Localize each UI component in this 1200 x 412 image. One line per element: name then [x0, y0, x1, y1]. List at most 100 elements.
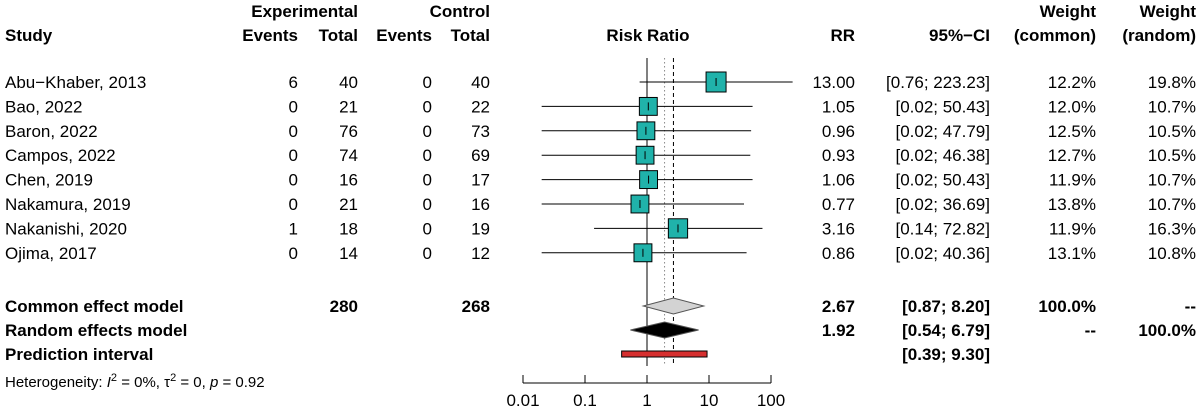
ctrl-events: 0: [423, 73, 432, 92]
common-weight-random: --: [1185, 297, 1196, 316]
het-tau-symbol: τ: [164, 374, 170, 391]
weight-common: 12.0%: [1048, 97, 1096, 116]
x-axis: 0.01 0.1 1 10 100: [506, 375, 785, 410]
common-weight-common: 100.0%: [1038, 297, 1096, 316]
exp-events: 0: [289, 97, 298, 116]
exp-total: 76: [339, 122, 358, 141]
random-weight-random: 100.0%: [1138, 321, 1196, 340]
header-control: Control: [430, 2, 490, 21]
exp-total: 74: [339, 146, 358, 165]
het-p-symbol: p: [209, 374, 218, 391]
exp-events: 0: [289, 146, 298, 165]
prediction-label: Prediction interval: [5, 345, 153, 364]
rr-value: 0.93: [822, 146, 855, 165]
heterogeneity-text: Heterogeneity: I2 = 0%, τ2 = 0, p = 0.92: [5, 372, 265, 391]
exp-total: 18: [339, 219, 358, 238]
header-exp-events: Events: [242, 26, 298, 45]
prediction-ci: [0.39; 9.30]: [902, 345, 990, 364]
ctrl-total: 17: [471, 171, 490, 190]
weight-common: 11.9%: [1049, 171, 1096, 190]
ctrl-total: 12: [471, 244, 490, 263]
weight-random: 10.8%: [1148, 244, 1196, 263]
weight-common: 13.8%: [1048, 195, 1096, 214]
ctrl-events: 0: [423, 122, 432, 141]
rr-value: 1.05: [822, 97, 855, 116]
weight-random: 10.5%: [1148, 146, 1196, 165]
rr-value: 13.00: [812, 73, 855, 92]
x-tick-label: 1: [642, 391, 651, 410]
weight-random: 19.8%: [1148, 73, 1196, 92]
header-plot-title: Risk Ratio: [606, 26, 689, 45]
random-rr: 1.92: [822, 321, 855, 340]
ctrl-events: 0: [423, 195, 432, 214]
header-experimental: Experimental: [251, 2, 358, 21]
het-i2-sup: 2: [111, 372, 117, 384]
ctrl-events: 0: [423, 171, 432, 190]
exp-total: 16: [339, 171, 358, 190]
weight-random: 16.3%: [1148, 219, 1196, 238]
het-i2-symbol: I: [107, 374, 111, 391]
exp-events: 0: [289, 171, 298, 190]
weight-random: 10.7%: [1148, 97, 1196, 116]
rr-value: 1.06: [822, 171, 855, 190]
x-tick-label: 100: [757, 391, 785, 410]
rr-value: 0.86: [822, 244, 855, 263]
header-ci: 95%−CI: [929, 26, 990, 45]
study-name: Bao, 2022: [5, 97, 83, 116]
common-rr: 2.67: [822, 297, 855, 316]
ctrl-total: 16: [471, 195, 490, 214]
rr-value: 0.96: [822, 122, 855, 141]
random-label: Random effects model: [5, 321, 187, 340]
weight-common: 12.5%: [1048, 122, 1096, 141]
header-weight-common-sub: (common): [1014, 26, 1096, 45]
header-weight-random-sub: (random): [1122, 26, 1196, 45]
header-study: Study: [5, 26, 53, 45]
ctrl-events: 0: [423, 219, 432, 238]
common-exp-total: 280: [330, 297, 358, 316]
weight-random: 10.7%: [1148, 195, 1196, 214]
ci-value: [0.02; 40.36]: [895, 244, 990, 263]
x-tick-label: 10: [700, 391, 719, 410]
ci-value: [0.02; 50.43]: [895, 171, 990, 190]
header-exp-total: Total: [319, 26, 358, 45]
het-tau-sup: 2: [170, 372, 176, 384]
weight-common: 13.1%: [1048, 244, 1096, 263]
ctrl-total: 19: [471, 219, 490, 238]
exp-events: 0: [289, 244, 298, 263]
weight-random: 10.5%: [1148, 122, 1196, 141]
exp-total: 14: [339, 244, 358, 263]
x-tick-label: 0.1: [573, 391, 597, 410]
exp-total: 40: [339, 73, 358, 92]
rr-value: 3.16: [822, 219, 855, 238]
exp-events: 0: [289, 122, 298, 141]
study-name: Ojima, 2017: [5, 244, 97, 263]
weight-common: 12.2%: [1048, 73, 1096, 92]
het-prefix: Heterogeneity:: [5, 374, 107, 391]
header-weight-common: Weight: [1040, 2, 1097, 21]
study-name: Chen, 2019: [5, 171, 93, 190]
ctrl-events: 0: [423, 146, 432, 165]
random-effects-diamond: [630, 321, 699, 339]
prediction-interval-bar: [621, 350, 708, 358]
common-ci: [0.87; 8.20]: [902, 297, 990, 316]
exp-events: 0: [289, 195, 298, 214]
common-effect-diamond: [641, 297, 706, 315]
ctrl-total: 40: [471, 73, 490, 92]
random-ci: [0.54; 6.79]: [902, 321, 990, 340]
weight-common: 12.7%: [1048, 146, 1096, 165]
header-rr: RR: [830, 26, 855, 45]
x-tick-label: 0.01: [506, 391, 539, 410]
study-name: Nakanishi, 2020: [5, 219, 127, 238]
weight-random: 10.7%: [1148, 171, 1196, 190]
weight-common: 11.9%: [1049, 219, 1096, 238]
ctrl-total: 73: [471, 122, 490, 141]
ctrl-events: 0: [423, 244, 432, 263]
ctrl-events: 0: [423, 97, 432, 116]
ctrl-total: 22: [471, 97, 490, 116]
common-ctrl-total: 268: [462, 297, 490, 316]
ci-value: [0.14; 72.82]: [895, 219, 990, 238]
header-weight-random: Weight: [1140, 2, 1197, 21]
het-i2-value: = 0%,: [117, 374, 164, 391]
ctrl-total: 69: [471, 146, 490, 165]
